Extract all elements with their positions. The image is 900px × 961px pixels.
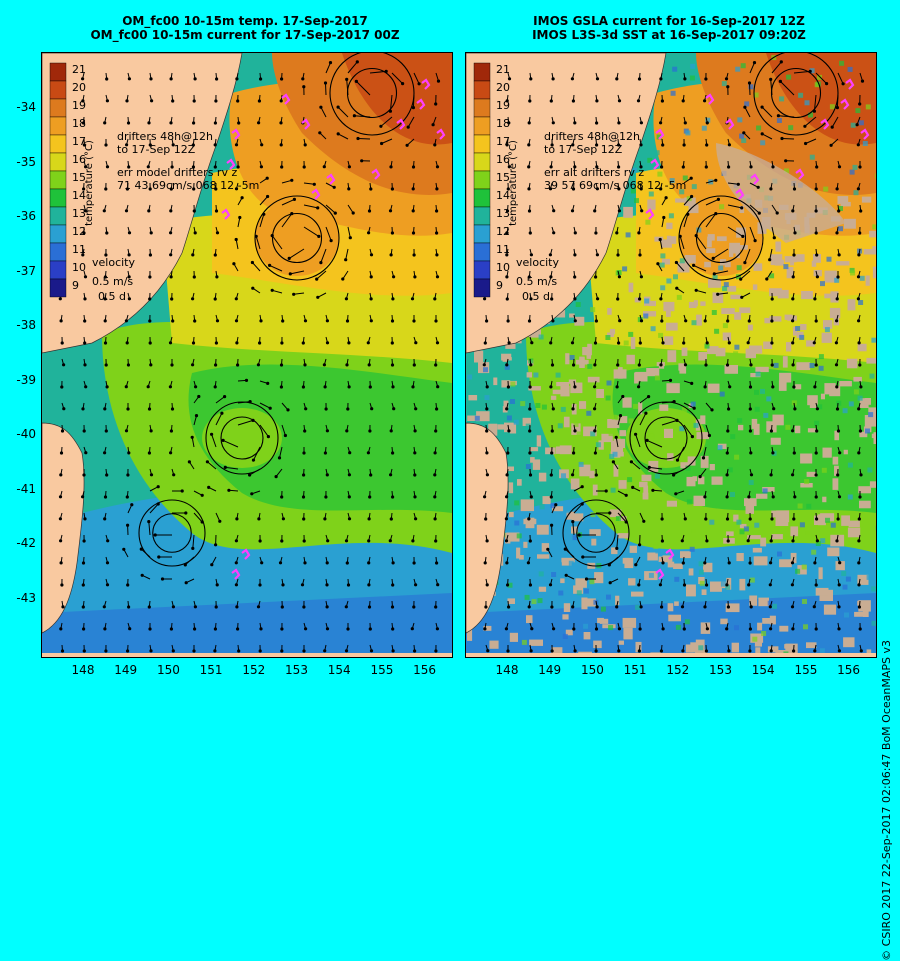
lon-tick-label: 154 (752, 663, 775, 677)
svg-text:11: 11 (72, 243, 86, 256)
svg-text:20: 20 (72, 81, 86, 94)
lat-tick-label: -34 (0, 100, 36, 114)
lon-tick-label: 156 (837, 663, 860, 677)
svg-text:20: 20 (496, 81, 510, 94)
svg-text:18: 18 (72, 117, 86, 130)
lon-tick-label: 156 (413, 663, 436, 677)
svg-text:12: 12 (496, 225, 510, 238)
left-drifters-text1: drifters 48h@12h (117, 130, 213, 143)
left-velocity-speed: 0.5 m/s (92, 275, 133, 288)
svg-text:9: 9 (72, 279, 79, 292)
lat-tick-label: -40 (0, 427, 36, 441)
svg-text:temperature (°C): temperature (°C) (508, 140, 519, 226)
lat-tick-label: -35 (0, 155, 36, 169)
left-velocity-label: velocity (92, 256, 135, 269)
svg-text:18: 18 (496, 117, 510, 130)
right-drifters-text1: drifters 48h@12h (544, 130, 640, 143)
lon-tick-label: 152 (242, 663, 265, 677)
lon-tick-label: 153 (285, 663, 308, 677)
lon-tick-label: 149 (114, 663, 137, 677)
svg-text:19: 19 (72, 99, 86, 112)
lon-tick-label: 148 (72, 663, 95, 677)
left-panel-title: OM_fc00 10-15m temp. 17-Sep-2017 OM_fc00… (40, 14, 450, 42)
left-err-text1: err model drifters rv z (117, 166, 237, 179)
right-err-text2: 39 57 69cm/s 068 12 -5m (544, 179, 686, 192)
right-panel-title: IMOS GSLA current for 16-Sep-2017 12Z IM… (464, 14, 874, 42)
right-title-line1: IMOS GSLA current for 16-Sep-2017 12Z (464, 14, 874, 28)
lat-tick-label: -43 (0, 591, 36, 605)
credit-text: © CSIRO 2017 22-Sep-2017 02:06:47 BoM Oc… (880, 640, 893, 961)
left-drifters-text2: to 17-Sep 12Z (117, 143, 196, 156)
svg-text:10: 10 (496, 261, 510, 274)
left-velocity-time: 0.5 d (98, 290, 126, 303)
right-velocity-speed: 0.5 m/s (516, 275, 557, 288)
lon-tick-label: 153 (709, 663, 732, 677)
svg-text:21: 21 (496, 63, 510, 76)
lat-tick-label: -36 (0, 209, 36, 223)
right-title-line2: IMOS L3S-3d SST at 16-Sep-2017 09:20Z (464, 28, 874, 42)
lat-tick-label: -39 (0, 373, 36, 387)
lon-tick-label: 148 (496, 663, 519, 677)
svg-text:temperature (°C): temperature (°C) (84, 140, 95, 226)
lon-tick-label: 155 (370, 663, 393, 677)
lon-tick-label: 149 (538, 663, 561, 677)
right-drifters-text2: to 17-Sep 12Z (544, 143, 623, 156)
svg-text:19: 19 (496, 99, 510, 112)
svg-text:21: 21 (72, 63, 86, 76)
lat-tick-label: -41 (0, 482, 36, 496)
lat-tick-label: -37 (0, 264, 36, 278)
lon-tick-label: 151 (200, 663, 223, 677)
left-title-line1: OM_fc00 10-15m temp. 17-Sep-2017 (40, 14, 450, 28)
lon-tick-label: 155 (794, 663, 817, 677)
right-velocity-time: 0.5 d (522, 290, 550, 303)
lon-tick-label: 150 (157, 663, 180, 677)
lon-tick-label: 154 (328, 663, 351, 677)
left-err-text2: 71 43 69cm/s 068 12 -5m (117, 179, 259, 192)
svg-text:12: 12 (72, 225, 86, 238)
lon-tick-label: 150 (581, 663, 604, 677)
lat-tick-label: -38 (0, 318, 36, 332)
right-velocity-label: velocity (516, 256, 559, 269)
svg-text:10: 10 (72, 261, 86, 274)
right-err-text1: err alt drifters rv z (544, 166, 644, 179)
left-title-line2: OM_fc00 10-15m current for 17-Sep-2017 0… (40, 28, 450, 42)
lon-tick-label: 152 (666, 663, 689, 677)
svg-text:11: 11 (496, 243, 510, 256)
lat-tick-label: -42 (0, 536, 36, 550)
lon-tick-label: 151 (624, 663, 647, 677)
svg-text:9: 9 (496, 279, 503, 292)
